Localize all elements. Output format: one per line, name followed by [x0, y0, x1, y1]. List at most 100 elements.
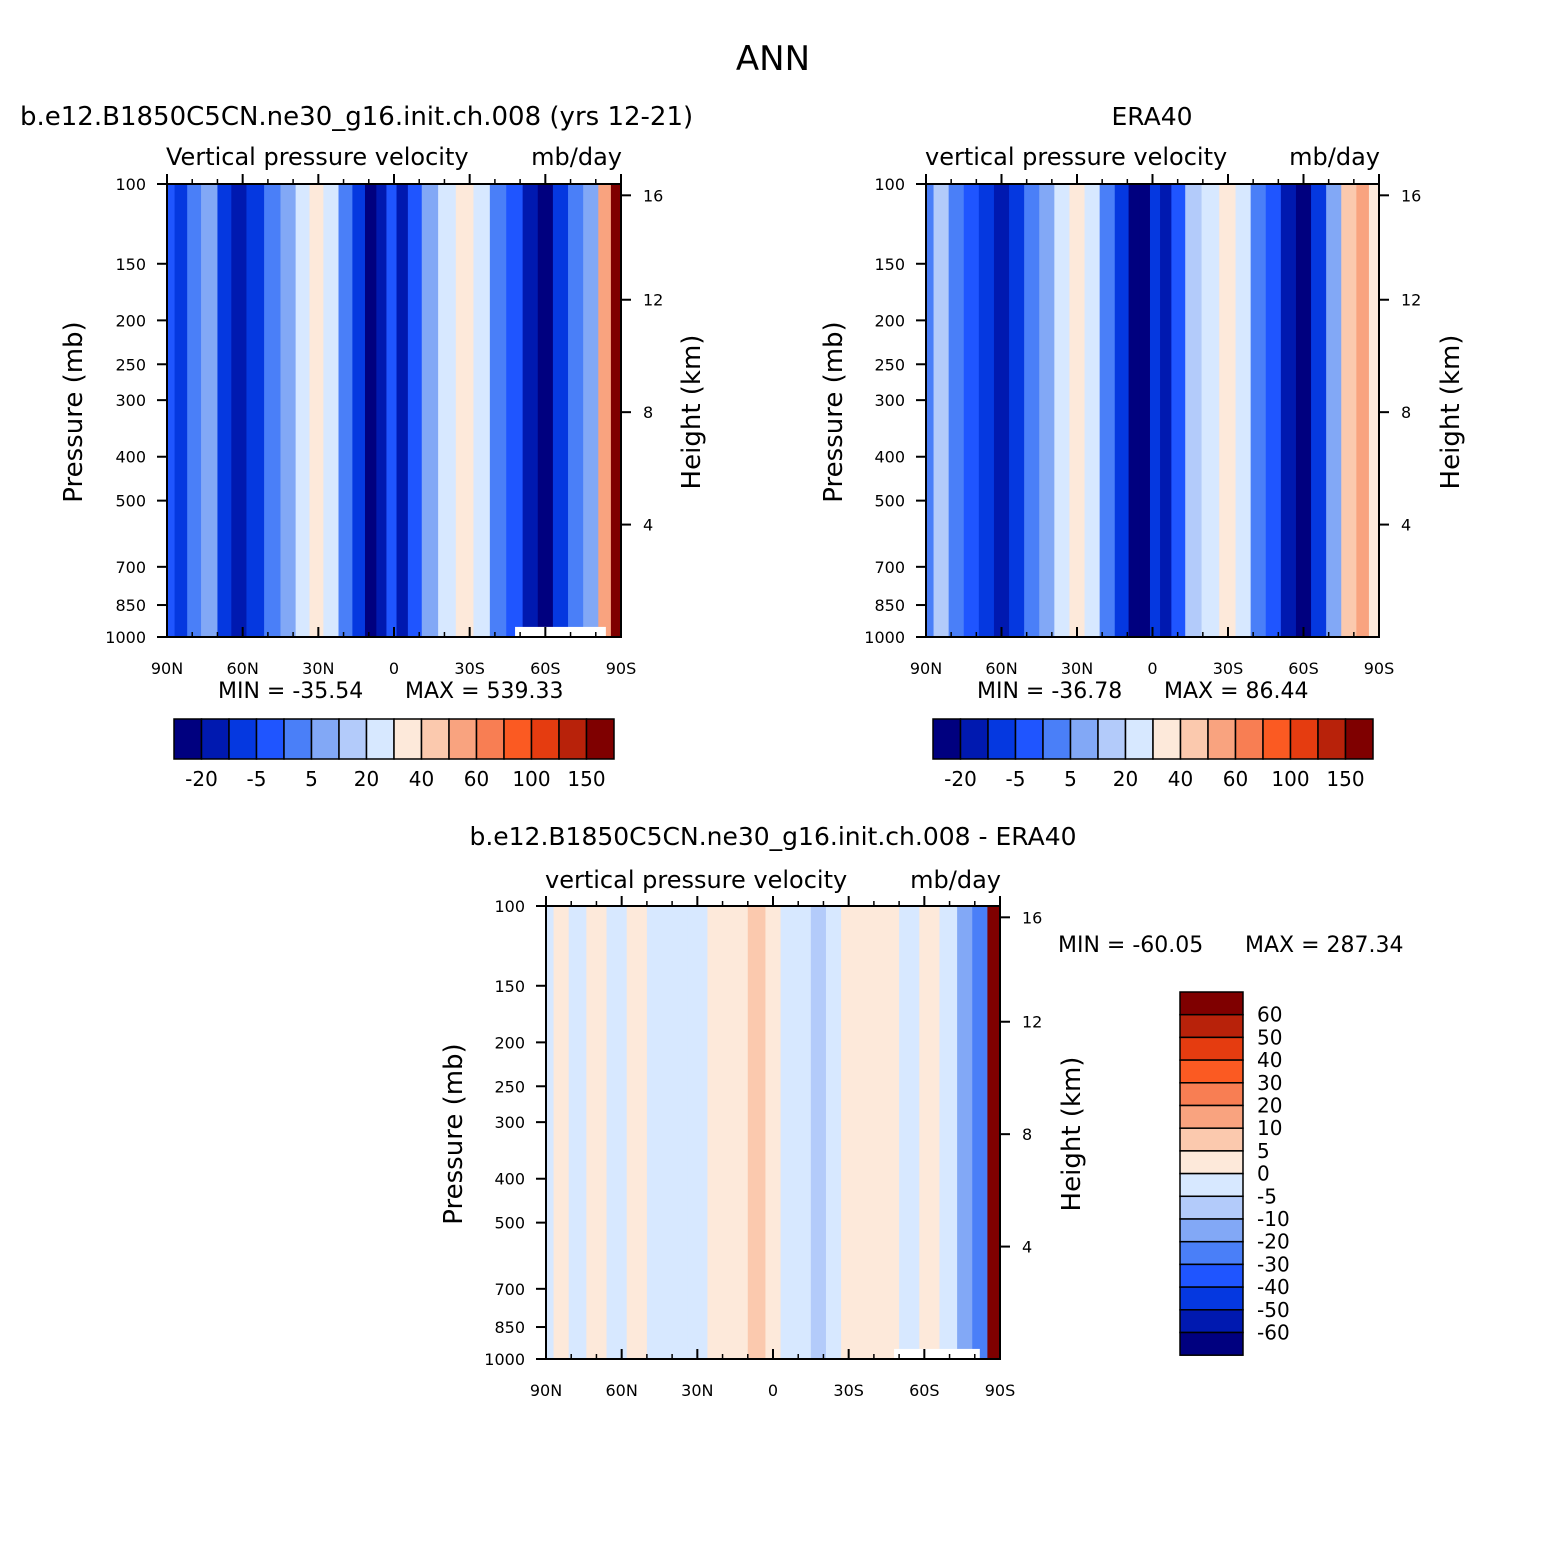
y2-tick-label: 16: [1401, 186, 1421, 205]
colorbar-swatch: [1124, 718, 1154, 760]
panel-obs-ylabel: Pressure (mb): [819, 321, 849, 502]
y-tick-label: 300: [115, 391, 146, 410]
y-tick-label: 1000: [484, 1350, 525, 1369]
x-tick-label: 90S: [1364, 659, 1395, 678]
y2-tick-label: 12: [1401, 291, 1421, 310]
colorbar-swatch: [1289, 718, 1319, 760]
heatmap-band: [926, 184, 935, 637]
colorbar-swatch: [1179, 1309, 1244, 1334]
y-tick-label: 150: [874, 255, 905, 274]
colorbar-swatch: [283, 718, 313, 760]
heatmap-band: [473, 184, 491, 637]
y-tick-label: 500: [494, 1214, 525, 1233]
colorbar-label: -40: [1257, 1275, 1290, 1299]
heatmap-band: [201, 184, 219, 637]
colorbar-label: -20: [185, 767, 218, 791]
x-tick-label: 0: [768, 1381, 778, 1400]
panel-diff-plot: 90N 60N 30N 0 30S 60S 90S 100 150 200 250 300 400 500…: [484, 896, 1042, 1400]
colorbar-swatch: [959, 718, 989, 760]
colorbar-swatch: [1179, 1172, 1244, 1198]
heatmap-band: [386, 184, 398, 637]
colorbar-swatch: [987, 718, 1017, 760]
heatmap-field: [926, 184, 1379, 637]
colorbar-swatch: [200, 718, 230, 760]
heatmap-band: [1024, 184, 1040, 637]
panel-obs-title: ERA40: [1111, 102, 1192, 131]
x-tick-label: 90S: [985, 1381, 1016, 1400]
y-tick-label: 850: [874, 596, 905, 615]
colorbar-swatch: [1179, 1104, 1244, 1129]
y-tick-label: 300: [494, 1113, 525, 1132]
y2-tick-label: 4: [643, 516, 653, 535]
colorbar-swatch: [1262, 718, 1292, 760]
y-tick-label: 200: [115, 311, 146, 330]
colorbar-swatch: [530, 718, 560, 760]
y-tick-label: 300: [874, 391, 905, 410]
heatmap-band: [295, 184, 311, 637]
panel-obs-plot: 90N 60N 30N 0 30S 60S 90S 100 150 200 250 300 400 500…: [864, 174, 1421, 678]
panel-model-ylabel: Pressure (mb): [59, 321, 89, 502]
y-tick-label: 200: [874, 311, 905, 330]
colorbar-swatch: [1179, 1240, 1244, 1266]
heatmap-band: [810, 906, 827, 1359]
colorbar-swatch: [1344, 718, 1374, 760]
heatmap-band: [217, 184, 232, 637]
heatmap-band: [948, 184, 965, 637]
x-tick-label: 90N: [910, 659, 942, 678]
heatmap-band: [1356, 184, 1370, 637]
heatmap-band: [568, 906, 587, 1359]
heatmap-band: [993, 184, 1010, 637]
y-tick-label: 850: [115, 596, 146, 615]
panel-diff-units: mb/day: [910, 866, 1001, 894]
colorbar-label: 40: [409, 767, 434, 791]
colorbar-label: 60: [1223, 767, 1248, 791]
heatmap-band: [537, 184, 554, 637]
y2-tick-label: 16: [1022, 908, 1042, 927]
colorbar-swatch: [255, 718, 285, 760]
figure-title: ANN: [736, 39, 810, 79]
heatmap-band: [1099, 184, 1116, 637]
colorbar-label: 5: [305, 767, 318, 791]
colorbar-label: 10: [1257, 1116, 1282, 1140]
colorbar-swatch: [1179, 1331, 1244, 1356]
y-tick-label: 150: [494, 977, 525, 996]
heatmap-band: [1280, 184, 1297, 637]
colorbar-swatch: [1152, 718, 1182, 760]
heatmap-band: [352, 184, 366, 637]
colorbar-swatch: [365, 718, 395, 760]
heatmap-band: [231, 184, 248, 637]
heatmap-band: [1295, 184, 1312, 637]
panel-diff-y2label: Height (km): [1057, 1057, 1087, 1212]
colorbar-label: 20: [354, 767, 379, 791]
heatmap-band: [1149, 184, 1161, 637]
heatmap-band: [1326, 184, 1342, 637]
heatmap-band: [438, 184, 457, 637]
heatmap-band: [598, 184, 612, 637]
colorbar-label: 100: [1271, 767, 1309, 791]
panel-model-units: mb/day: [531, 143, 622, 171]
y-tick-label: 150: [115, 255, 146, 274]
colorbar-label: -60: [1257, 1321, 1290, 1345]
heatmap-band: [919, 906, 941, 1359]
colorbar-swatch: [1069, 718, 1099, 760]
colorbar-label: 20: [1257, 1094, 1282, 1118]
colorbar-label: -20: [944, 767, 977, 791]
colorbar-swatch: [420, 718, 450, 760]
colorbar-swatch: [1234, 718, 1264, 760]
panel-diff-ylabel: Pressure (mb): [439, 1043, 469, 1224]
y-tick-label: 1000: [864, 628, 905, 647]
colorbar-swatch: [1179, 1036, 1244, 1061]
colorbar-swatch: [1042, 718, 1072, 760]
colorbar-label: -10: [1257, 1207, 1290, 1231]
colorbar-swatch: [1097, 718, 1127, 760]
heatmap-band: [246, 184, 265, 637]
heatmap-band: [522, 184, 539, 637]
x-tick-label: 60N: [985, 659, 1017, 678]
heatmap-field: [546, 906, 1000, 1359]
heatmap-band: [376, 184, 388, 637]
colorbar-swatch: [585, 718, 615, 760]
colorbar-label: -30: [1257, 1252, 1290, 1276]
panel-model-min: MIN = -35.54: [218, 679, 363, 704]
heatmap-band: [1128, 184, 1141, 637]
